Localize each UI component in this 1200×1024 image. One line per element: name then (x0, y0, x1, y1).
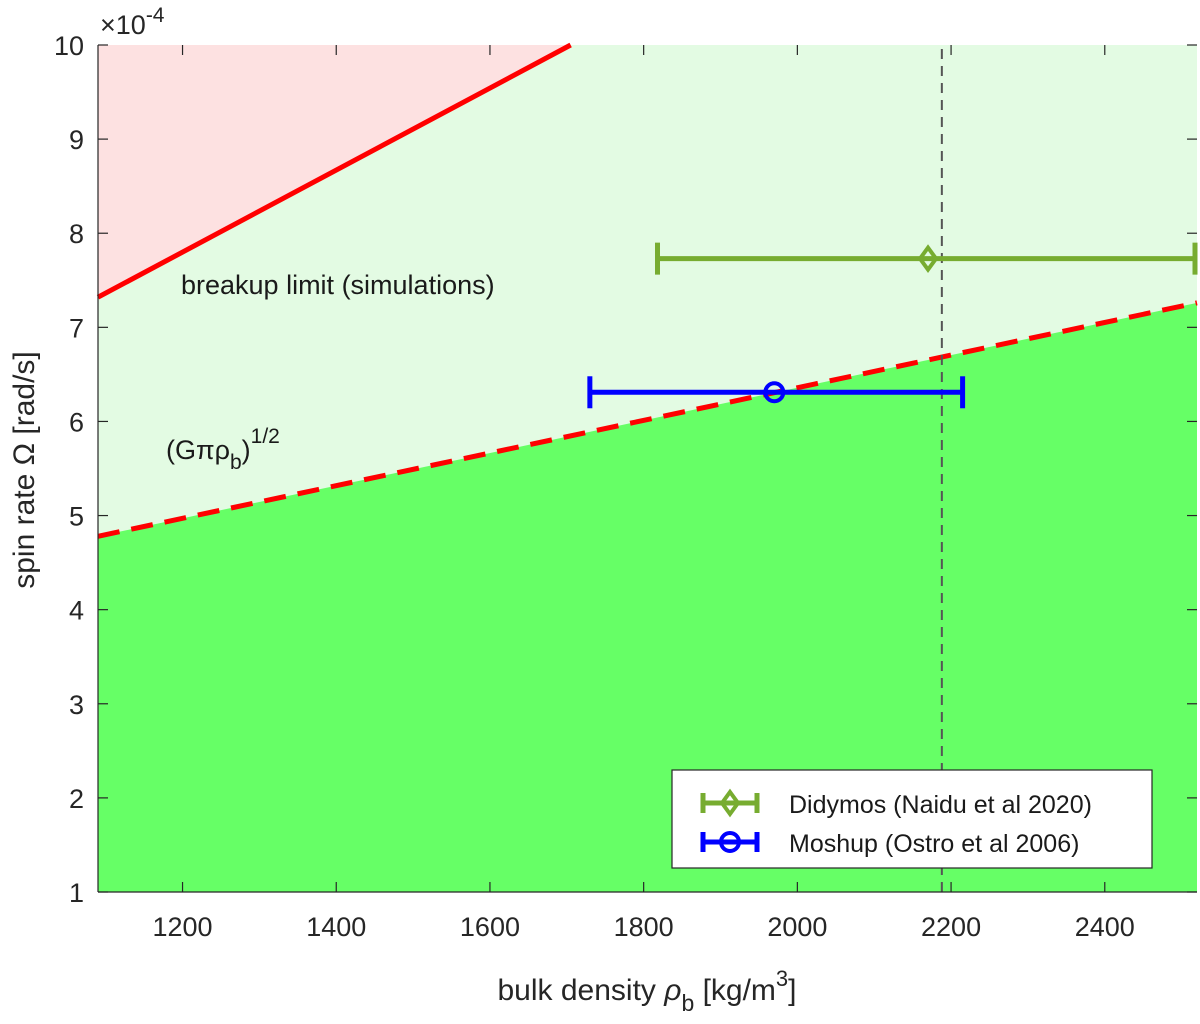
x-tick-label: 2000 (767, 912, 827, 942)
axis-ticks: 1200 1400 1600 1800 2000 2200 2400 1 2 3 4 5 6 7 8 9 10 (54, 31, 1197, 942)
moshup-marker (763, 381, 786, 404)
y-tick-label: 3 (69, 690, 84, 720)
y-tick-label: 1 (69, 878, 84, 908)
x-tick-label: 1600 (460, 912, 520, 942)
point-moshup (587, 376, 966, 409)
legend-box (671, 769, 1153, 869)
x-tick-label: 2400 (1075, 912, 1135, 942)
axes-frame (97, 45, 1197, 893)
y-exponent-label: ×10-4 (100, 4, 165, 40)
legend-entry-didymos: Didymos (Naidu et al 2020) (700, 788, 1092, 819)
y-exponent-power: -4 (146, 4, 165, 27)
chart-lines (96, 42, 1198, 892)
y-tick-label: 7 (69, 313, 84, 343)
breakup-annotation: breakup limit (simulations) (181, 270, 495, 300)
y-tick-label: 9 (69, 125, 84, 155)
x-tick-label: 1200 (152, 912, 212, 942)
region-stable (98, 302, 1197, 892)
y-tick-label: 8 (69, 219, 84, 249)
breakup-limit-line (96, 42, 572, 300)
y-tick-label: 10 (54, 31, 84, 61)
x-tick-label: 1400 (306, 912, 366, 942)
y-tick-label: 5 (69, 502, 84, 532)
svg-text:Moshup (Ostro et al 2006): Moshup (Ostro et al 2006) (789, 830, 1079, 858)
x-tick-label: 1800 (614, 912, 674, 942)
legend-entry-moshup: Moshup (Ostro et al 2006) (700, 830, 1079, 858)
svg-text:Didymos (Naidu et al 2020): Didymos (Naidu et al 2020) (789, 791, 1092, 819)
x-tick-label: 2200 (921, 912, 981, 942)
y-tick-label: 6 (69, 407, 84, 437)
data-points (587, 242, 1198, 409)
y-tick-label: 2 (69, 784, 84, 814)
y-axis-label: spin rate Ω [rad/s] (8, 351, 41, 589)
legend-marker-didymos (719, 788, 741, 818)
gravity-limit-line (97, 300, 1198, 539)
gpi-annotation: (Gπρb)1/2 (166, 425, 280, 474)
y-tick-label: 4 (69, 596, 84, 626)
x-axis-label: bulk density ρb [kg/m3] (497, 966, 796, 1016)
legend: Didymos (Naidu et al 2020) Moshup (Ostro… (671, 769, 1153, 869)
point-didymos (654, 242, 1198, 275)
didymos-marker (917, 244, 939, 274)
shaded-regions (98, 45, 1197, 892)
legend-marker-moshup (719, 831, 741, 853)
